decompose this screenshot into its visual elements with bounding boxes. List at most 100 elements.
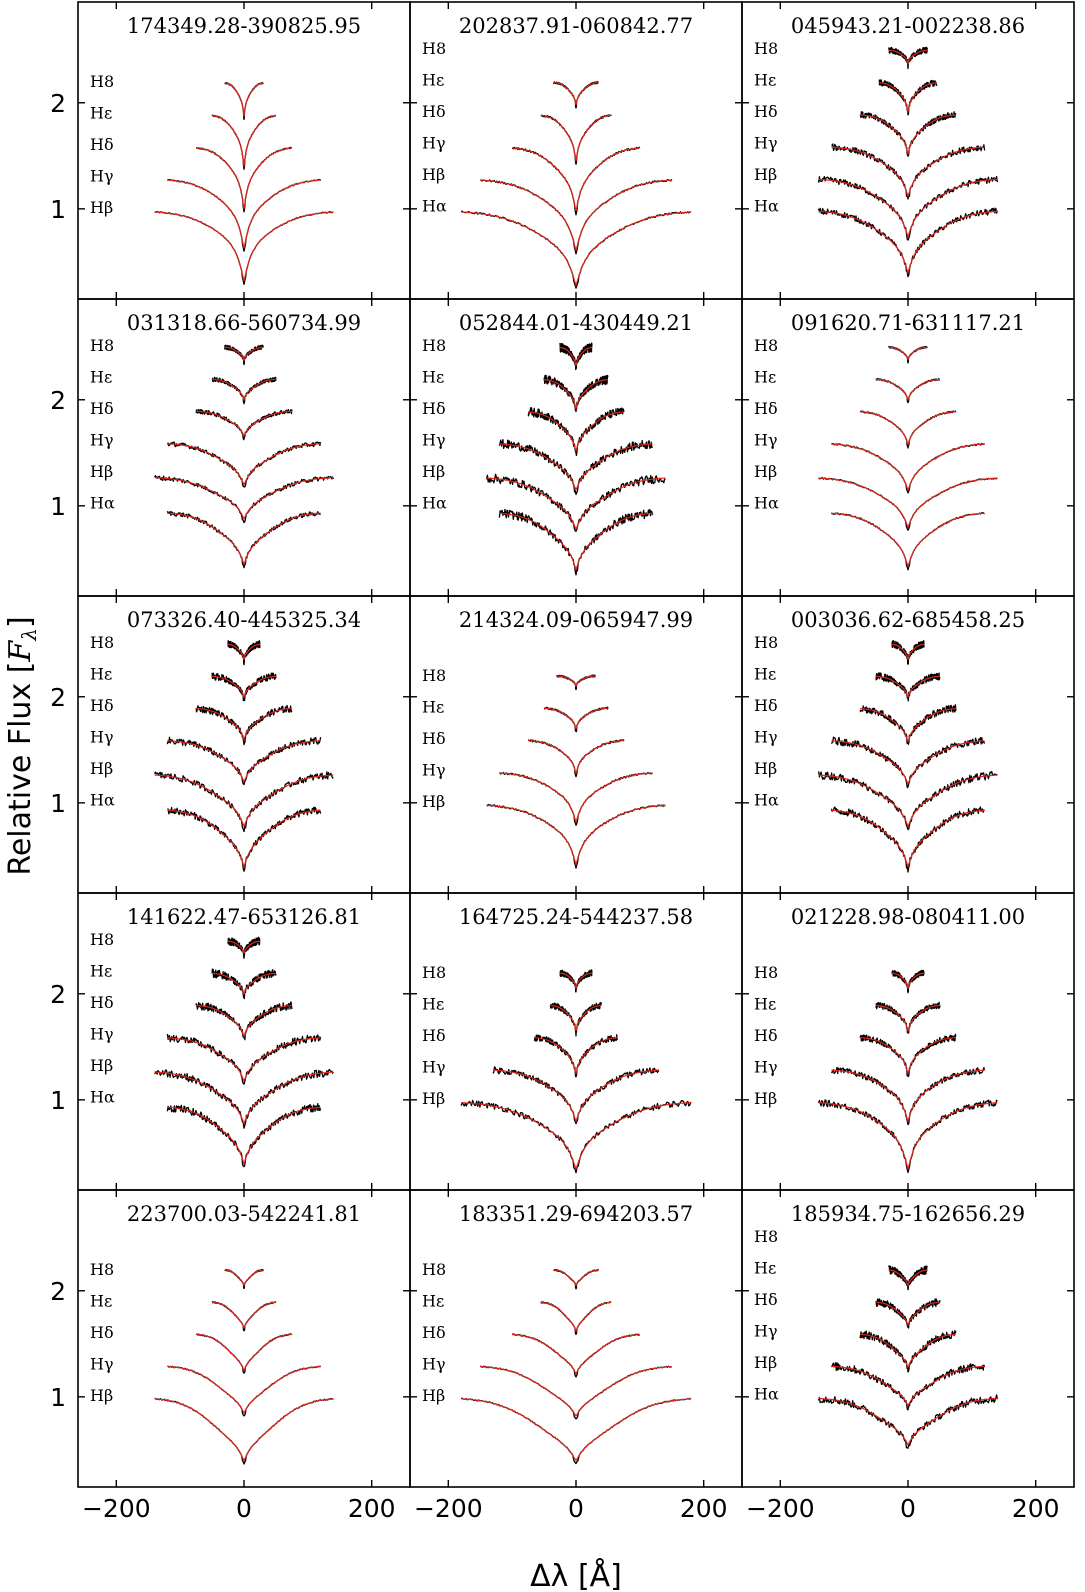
- spectrum-panel: 164725.24-544237.58 H8 Hε Hδ Hγ Hβ: [409, 892, 743, 1191]
- hydrogen-line-label: Hδ: [90, 696, 114, 715]
- hydrogen-line-label: Hδ: [90, 993, 114, 1012]
- panel-title: 091620.71-631117.21: [791, 311, 1025, 335]
- model-spectrum-line: [154, 477, 334, 520]
- observed-spectrum-line: [831, 442, 986, 494]
- model-spectrum-line: [876, 1004, 940, 1033]
- panel-frame: [409, 595, 743, 894]
- hydrogen-line-label: Hγ: [422, 134, 446, 153]
- hydrogen-line-label: Hα: [422, 197, 447, 216]
- panel-title: 021228.98-080411.00: [791, 905, 1025, 929]
- spectrum-panel: 1 2 −200 0 200 223700.03-542241.81 H8 Hε Hδ Hγ Hβ: [50, 1189, 411, 1523]
- model-spectrum-line: [876, 675, 940, 699]
- model-spectrum-line: [540, 1301, 612, 1333]
- hydrogen-line-label: Hγ: [90, 1355, 114, 1374]
- model-spectrum-line: [228, 940, 260, 954]
- observed-spectrum-line: [830, 806, 985, 873]
- hydrogen-line-label: Hβ: [422, 462, 445, 481]
- hydrogen-line-label: Hγ: [422, 1058, 446, 1077]
- observed-spectrum-line: [461, 1397, 692, 1465]
- panel-title: 052844.01-430449.21: [459, 311, 693, 335]
- panel-title: 164725.24-544237.58: [459, 905, 693, 929]
- hydrogen-line-label: Hε: [754, 665, 776, 684]
- spectrum-panel: 1 2 031318.66-560734.99 H8 Hε Hδ Hγ Hβ Hα: [50, 298, 411, 597]
- hydrogen-line-label: Hε: [422, 368, 444, 387]
- model-spectrum-line: [831, 740, 985, 786]
- model-spectrum-line: [167, 1365, 321, 1414]
- model-spectrum-line: [831, 512, 985, 569]
- model-spectrum-line: [818, 774, 998, 828]
- model-spectrum-line: [154, 1071, 334, 1125]
- x-tick-label: 200: [680, 1494, 728, 1523]
- model-spectrum-line: [512, 147, 640, 212]
- model-spectrum-line: [212, 675, 276, 699]
- hydrogen-line-label: Hε: [422, 995, 444, 1014]
- model-spectrum-line: [831, 1069, 985, 1123]
- model-spectrum-line: [534, 1037, 618, 1076]
- observed-spectrum-line: [817, 1394, 999, 1449]
- hydrogen-line-label: Hδ: [422, 399, 446, 418]
- model-spectrum-line: [228, 643, 260, 660]
- observed-spectrum-line: [195, 146, 293, 213]
- observed-spectrum-line: [875, 1298, 941, 1329]
- model-spectrum-line: [550, 1004, 602, 1032]
- hydrogen-line-label: Hδ: [754, 1290, 778, 1309]
- observed-spectrum-line: [211, 1300, 277, 1332]
- spectrum-panel: 003036.62-685458.25 H8 Hε Hδ Hγ Hβ Hα: [741, 595, 1075, 894]
- observed-spectrum-line: [859, 111, 957, 157]
- hydrogen-line-label: H8: [422, 963, 446, 982]
- spectrum-panel: 1 2 073326.40-445325.34 H8 Hε Hδ Hγ Hβ Hα: [50, 595, 411, 894]
- panel-frame: [741, 1, 1075, 300]
- model-spectrum-line: [461, 211, 691, 288]
- hydrogen-line-label: H8: [90, 633, 114, 652]
- y-axis-label-text: Relative Flux [: [3, 662, 38, 876]
- panel-title: 141622.47-653126.81: [127, 905, 361, 929]
- hydrogen-line-label: Hε: [90, 665, 112, 684]
- model-spectrum-line: [512, 1333, 640, 1375]
- panel-frame: [77, 1, 411, 300]
- model-spectrum-line: [486, 804, 666, 867]
- hydrogen-line-label: H8: [90, 72, 114, 91]
- observed-spectrum-line: [211, 114, 277, 170]
- x-tick-label: 0: [568, 1494, 584, 1523]
- model-spectrum-line: [818, 178, 998, 239]
- hydrogen-line-label: Hδ: [754, 399, 778, 418]
- y-axis-label-bracket: ]: [3, 616, 38, 628]
- hydrogen-line-label: H8: [422, 666, 446, 685]
- x-tick-label: −200: [414, 1494, 483, 1523]
- hydrogen-line-label: Hγ: [754, 1058, 778, 1077]
- model-spectrum-line: [167, 740, 321, 783]
- model-spectrum-line: [831, 146, 985, 198]
- panel-title: 185934.75-162656.29: [791, 1202, 1025, 1226]
- hydrogen-line-label: Hε: [90, 368, 112, 387]
- hydrogen-line-label: Hε: [422, 71, 444, 90]
- hydrogen-line-label: Hβ: [90, 759, 113, 778]
- panel-frame: [77, 298, 411, 597]
- observed-spectrum-line: [512, 1333, 641, 1378]
- hydrogen-line-label: H8: [90, 930, 114, 949]
- hydrogen-line-label: H8: [422, 39, 446, 58]
- observed-spectrum-line: [891, 639, 925, 665]
- hydrogen-line-label: Hε: [90, 104, 112, 123]
- y-tick-label: 2: [50, 89, 66, 118]
- panel-frame: [741, 892, 1075, 1191]
- model-spectrum-line: [486, 477, 666, 531]
- y-tick-label: 2: [50, 386, 66, 415]
- model-spectrum-line: [167, 443, 321, 486]
- hydrogen-line-label: Hε: [754, 71, 776, 90]
- y-tick-label: 2: [50, 980, 66, 1009]
- model-spectrum-line: [876, 378, 940, 402]
- x-tick-label: −200: [82, 1494, 151, 1523]
- model-spectrum-line: [212, 972, 276, 996]
- spectrum-panel: 202837.91-060842.77 H8 Hε Hδ Hγ Hβ Hα: [409, 1, 743, 300]
- hydrogen-line-label: Hδ: [422, 102, 446, 121]
- y-tick-label: 1: [50, 1086, 66, 1115]
- hydrogen-line-label: H8: [754, 633, 778, 652]
- panel-title: 214324.09-065947.99: [459, 608, 693, 632]
- hydrogen-line-label: Hγ: [90, 728, 114, 747]
- model-spectrum-line: [212, 115, 276, 167]
- y-tick-label: 1: [50, 195, 66, 224]
- hydrogen-line-label: Hβ: [90, 1386, 113, 1405]
- hydrogen-line-label: H8: [754, 1227, 778, 1246]
- hydrogen-line-label: Hε: [754, 1259, 776, 1278]
- hydrogen-line-label: H8: [90, 336, 114, 355]
